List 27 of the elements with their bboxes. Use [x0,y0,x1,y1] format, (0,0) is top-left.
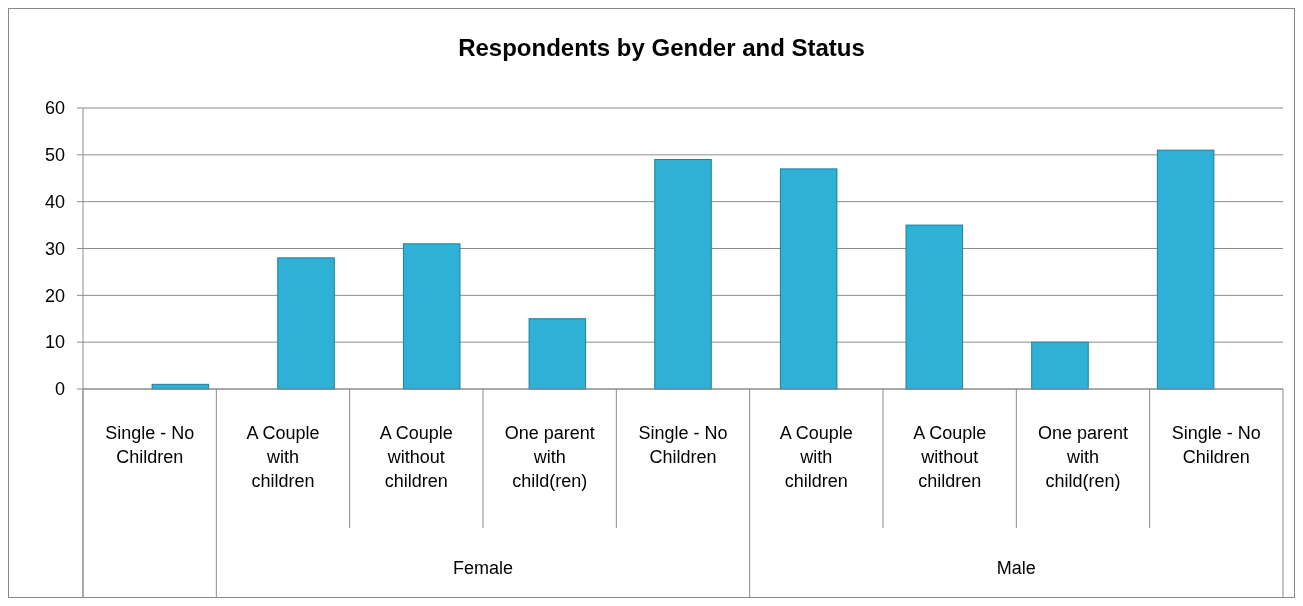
bar [277,257,335,390]
x-tick-label: A Couple with children [779,423,853,491]
y-tick-label: 30 [44,238,65,259]
y-tick-label: 40 [44,191,65,212]
x-tick-label: One parent with child(ren) [504,423,595,491]
text: Male [996,558,1036,578]
y-tick-label: 20 [44,285,65,306]
y-tick-label: 10 [44,332,65,353]
x-tick-label: One parent with child(ren) [1037,423,1129,491]
bar [1031,341,1089,390]
y-tick-label: 0 [54,379,65,400]
y-tick-label: 50 [44,145,65,166]
x-tick-label: Single - No Children [638,423,728,467]
chart-title: Respondents by Gender and Status [458,34,865,61]
x-tick-label: A Couple with children [246,423,320,491]
x-tick-label: A Couple without children [913,423,987,491]
x-tick-label: Single - No Children [105,423,195,467]
bar [779,168,838,390]
bar [1156,149,1215,390]
bar [528,318,587,390]
x-tick-label: A Couple without children [379,423,453,491]
bar [402,243,461,390]
text: Female [452,558,514,578]
y-tick-label: 60 [44,98,65,119]
x-tick-label: Single - No Children [1171,423,1261,467]
bar [654,159,712,390]
bar [905,224,964,390]
